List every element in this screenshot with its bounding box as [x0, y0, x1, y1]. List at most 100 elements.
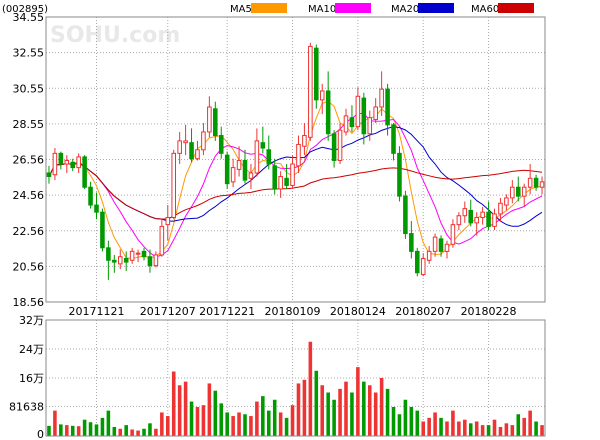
volume-bar-down [47, 425, 51, 436]
ma-line-ma60 [48, 162, 543, 220]
volume-bar-up [302, 379, 307, 436]
candle-body-down [391, 124, 396, 154]
candle-body-down [112, 259, 117, 263]
volume-bar-up [540, 425, 544, 436]
candle-body-up [498, 202, 503, 215]
candle-body-up [201, 131, 206, 151]
candle-body-up [373, 106, 378, 120]
volume-bar-down [124, 425, 128, 436]
candle-body-up [367, 117, 373, 135]
volume-bars [47, 341, 544, 436]
price-tick-label: 22.56 [13, 225, 45, 238]
candle-body-up [76, 156, 81, 169]
volume-tick-label: 0 [37, 428, 44, 440]
volume-bar-up [249, 416, 253, 436]
volume-bar-down [70, 425, 75, 436]
candle-body-down [266, 149, 272, 165]
candle-body-down [438, 238, 444, 252]
candle-body-up [527, 177, 533, 188]
candle-body-down [213, 108, 218, 137]
candle-body-down [88, 186, 93, 206]
legend-swatch-ma60 [498, 3, 534, 13]
candle-body-down [82, 156, 87, 188]
candle-body-down [403, 195, 408, 235]
candle-body-down [468, 209, 474, 224]
candle-body-up [195, 149, 200, 160]
volume-bar-up [427, 417, 431, 436]
price-panel-border [45, 16, 546, 303]
candle-body-up [456, 215, 462, 226]
volume-bar-down [142, 428, 146, 436]
volume-bar-down [82, 419, 87, 436]
volume-bar-up [474, 421, 479, 436]
volume-bar-up [278, 412, 283, 436]
volume-bar-down [332, 399, 336, 436]
candle-body-down [284, 177, 289, 186]
candle-body-up [159, 225, 165, 256]
candle-body-up [480, 211, 485, 219]
volume-bar-up [53, 410, 57, 436]
volume-bar-up [367, 385, 372, 436]
candle-body-up [432, 236, 438, 252]
candle-body-down [100, 211, 105, 249]
candle-body-down [331, 133, 337, 161]
volume-bar-down [272, 399, 277, 436]
volume-bar-down [94, 424, 99, 436]
volume-bar-up [421, 421, 426, 436]
candle-body-up [290, 163, 295, 186]
candle-body-down [397, 152, 402, 197]
volume-bar-down [59, 424, 63, 436]
candle-body-up [492, 213, 497, 227]
volume-bar-down [534, 421, 538, 436]
volume-bar-down [403, 399, 408, 436]
date-tick-label: 20180124 [330, 305, 386, 318]
candle-body-up [153, 254, 159, 267]
stock-code: (002895) [2, 4, 48, 15]
candle-body-down [486, 211, 491, 227]
candle-body-up [129, 250, 135, 261]
candle-body-up [165, 217, 171, 226]
legend: MA5 MA10 MA20 MA60 [230, 3, 534, 15]
legend-label-ma20: MA20 [391, 4, 419, 15]
candle-body-down [94, 204, 99, 213]
candle-body-up [450, 224, 456, 245]
candle-body-up [444, 243, 450, 252]
volume-bar-up [457, 421, 461, 436]
candle-body-up [504, 197, 509, 206]
candle-body-up [64, 159, 70, 165]
legend-swatch-ma5 [251, 3, 287, 13]
volume-bar-up [373, 392, 378, 436]
volume-bar-down [362, 381, 366, 436]
candle-body-up [474, 217, 479, 224]
candle-body-down [272, 165, 277, 190]
volume-bar-down [391, 407, 396, 436]
volume-bar-up [165, 416, 170, 436]
candle-body-down [189, 142, 194, 160]
candle-body-down [123, 258, 129, 263]
price-tick-label: 18.56 [13, 296, 45, 309]
candle-body-down [46, 172, 52, 178]
candle-body-up [539, 181, 545, 188]
volume-bar-up [290, 405, 295, 436]
volume-bar-down [189, 401, 194, 436]
volume-bar-up [130, 429, 134, 436]
volume-bar-up [510, 425, 515, 436]
candle-body-up [254, 140, 260, 174]
date-tick-label: 20171121 [68, 305, 124, 318]
candles [46, 42, 545, 280]
candle-body-down [515, 186, 521, 197]
candle-body-up [183, 140, 188, 144]
watermark: SOHU.com [50, 23, 180, 48]
candle-body-up [135, 252, 141, 255]
date-tick-label: 20180207 [395, 305, 451, 318]
candle-body-up [248, 172, 254, 179]
candle-body-down [70, 161, 76, 169]
volume-bar-down [516, 414, 521, 436]
candle-body-down [325, 90, 331, 135]
candle-body-down [224, 154, 230, 185]
volume-bar-up [504, 423, 509, 436]
volume-tick-label: 16万 [19, 372, 44, 385]
volume-tick-label: 81638 [9, 400, 44, 413]
